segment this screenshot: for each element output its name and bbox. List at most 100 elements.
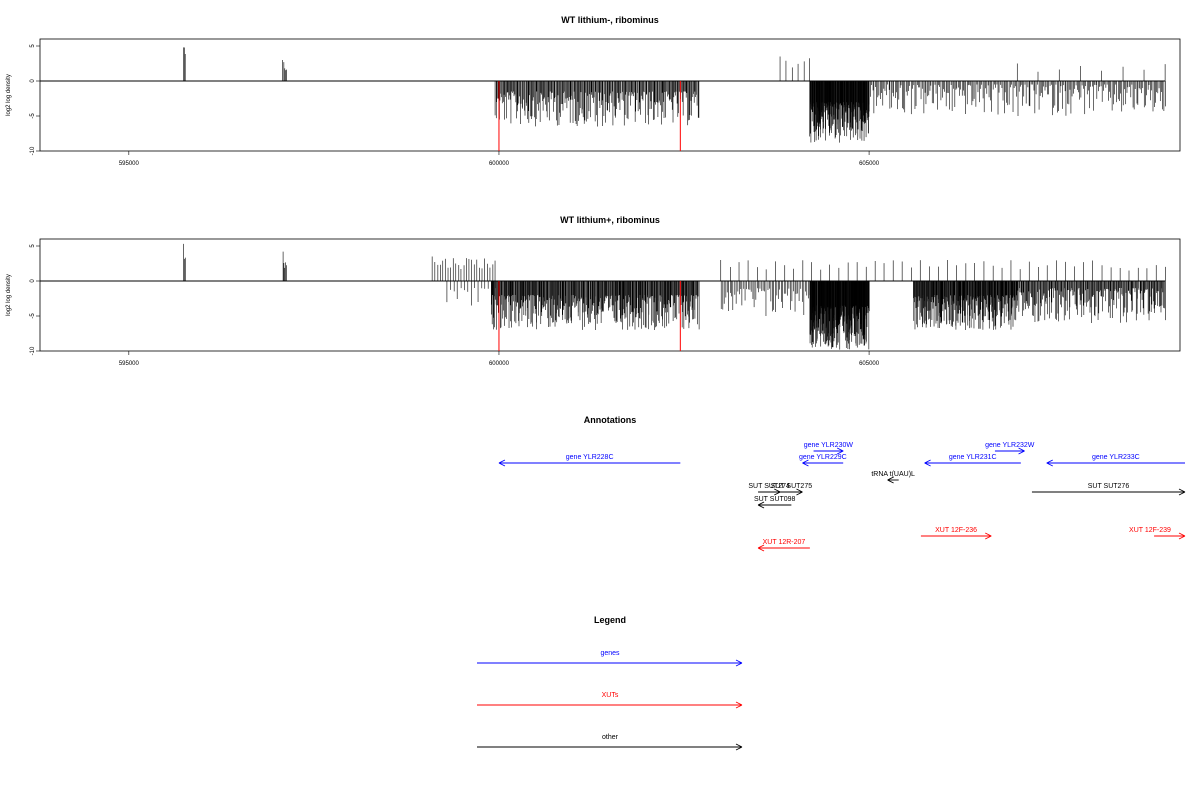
x-tick-label: 595000	[119, 361, 140, 367]
y-tick-label: -5	[30, 313, 36, 319]
feature-arrow-head	[802, 459, 809, 464]
feature-arrow-head	[887, 476, 894, 481]
feature-arrow-head	[1178, 532, 1186, 537]
legend-entries: genes XUTs other	[477, 650, 743, 751]
feature-arrow-head	[802, 462, 809, 467]
x-ticks: 595000 600000 605000	[119, 351, 880, 367]
y-axis-label: log2 log density	[6, 274, 12, 316]
feature-label: SUT SUT098	[754, 496, 796, 503]
feature-arrow-head	[1178, 491, 1186, 496]
panel-title: WT lithium-, ribominus	[561, 15, 659, 25]
y-axis-label: log2 log density	[6, 74, 12, 116]
feature-arrow-head	[757, 504, 765, 509]
annotation-feature: XUT 12F-236	[920, 527, 992, 540]
feature-arrow-head	[1046, 462, 1053, 467]
x-tick-label: 595000	[119, 161, 140, 167]
y-tick-label: -5	[30, 113, 36, 119]
annotation-feature: tRNA t(UAU)L	[871, 471, 915, 484]
legend-arrow-head	[735, 659, 743, 664]
annotations-title: Annotations	[584, 415, 637, 425]
annotation-feature: XUT 12F-239	[1129, 527, 1186, 540]
feature-arrow-head	[757, 547, 765, 552]
feature-label: gene YLR229C	[799, 454, 847, 461]
feature-arrow-head	[757, 544, 765, 549]
legend-entry: XUTs	[477, 692, 743, 709]
feature-arrow-head	[757, 501, 765, 506]
legend-arrow-head	[735, 701, 743, 706]
density-bars	[40, 243, 1166, 351]
legend-arrow-head	[735, 743, 743, 748]
annotation-feature: gene YLR230W	[804, 442, 854, 455]
feature-arrow-head	[796, 488, 803, 493]
annotation-features: gene YLR228C gene YLR230W gene YLR229C gene…	[498, 442, 1186, 552]
y-ticks: 5 0 -5 -10	[30, 44, 40, 155]
annotation-feature: gene YLR229C	[799, 454, 847, 467]
feature-label: XUT 12F-236	[935, 527, 977, 534]
legend-entry: other	[477, 734, 743, 751]
feature-arrow-head	[498, 462, 506, 467]
y-tick-label: 0	[30, 79, 36, 83]
feature-label: gene YLR230W	[804, 442, 854, 449]
feature-arrow-head	[1046, 459, 1053, 464]
feature-arrow-head	[1178, 488, 1186, 493]
annotation-feature: gene YLR232W	[985, 442, 1035, 455]
legend-title: Legend	[594, 615, 626, 625]
y-tick-label: 0	[30, 279, 36, 283]
y-ticks: 5 0 -5 -10	[30, 244, 40, 355]
x-ticks: 595000 600000 605000	[119, 151, 880, 167]
annotation-feature: gene YLR233C	[1046, 454, 1185, 467]
legend-label: other	[602, 734, 619, 741]
feature-arrow-head	[836, 450, 844, 455]
feature-arrow-head	[498, 459, 506, 464]
annotation-feature: SUT SUT274	[748, 483, 790, 496]
x-tick-label: 605000	[859, 161, 880, 167]
feature-arrow-head	[887, 479, 894, 484]
feature-label: gene YLR232W	[985, 442, 1035, 449]
feature-label: XUT 12R-207	[763, 539, 806, 546]
annotation-feature: SUT SUT275	[771, 483, 813, 496]
feature-arrow-head	[1018, 450, 1025, 455]
panel-title: WT lithium+, ribominus	[560, 215, 660, 225]
y-tick-label: -10	[30, 346, 36, 355]
legend-arrow-head	[735, 746, 743, 751]
legend-label: XUTs	[602, 692, 619, 699]
legend: Legend genes XUTs other	[477, 615, 743, 751]
feature-arrow-head	[985, 532, 992, 537]
panel-lithium-plus: WT lithium+, ribominus log2 log density …	[6, 215, 1181, 367]
legend-arrow-head	[735, 704, 743, 709]
feature-label: SUT SUT274	[748, 483, 790, 490]
legend-arrow-head	[735, 662, 743, 667]
legend-entry: genes	[477, 650, 743, 667]
x-tick-label: 600000	[489, 161, 510, 167]
feature-arrow-head	[985, 535, 992, 540]
annotation-feature: SUT SUT276	[1031, 483, 1186, 496]
feature-label: SUT SUT275	[771, 483, 813, 490]
feature-arrow-head	[774, 488, 781, 493]
y-tick-label: -10	[30, 146, 36, 155]
x-tick-label: 600000	[489, 361, 510, 367]
annotation-feature: gene YLR231C	[924, 454, 1021, 467]
annotation-feature: gene YLR228C	[498, 454, 681, 467]
annotation-feature: SUT SUT098	[754, 496, 796, 509]
feature-label: gene YLR233C	[1092, 454, 1140, 461]
feature-label: gene YLR228C	[566, 454, 614, 461]
annotation-feature: XUT 12R-207	[757, 539, 810, 552]
density-bars	[40, 47, 1166, 151]
feature-arrow-head	[774, 491, 781, 496]
y-tick-label: 5	[30, 44, 36, 48]
legend-label: genes	[600, 650, 620, 657]
panel-lithium-minus: WT lithium-, ribominus log2 log density …	[6, 15, 1181, 167]
feature-arrow-head	[796, 491, 803, 496]
feature-arrow-head	[924, 459, 931, 464]
feature-arrow-head	[924, 462, 931, 467]
feature-label: SUT SUT276	[1088, 483, 1130, 490]
x-tick-label: 605000	[859, 361, 880, 367]
plot-frame	[39, 238, 1181, 352]
plot-frame	[39, 38, 1181, 152]
feature-arrow-head	[1018, 447, 1025, 452]
feature-arrow-head	[836, 447, 844, 452]
feature-arrow-head	[1178, 535, 1186, 540]
feature-label: gene YLR231C	[949, 454, 997, 461]
